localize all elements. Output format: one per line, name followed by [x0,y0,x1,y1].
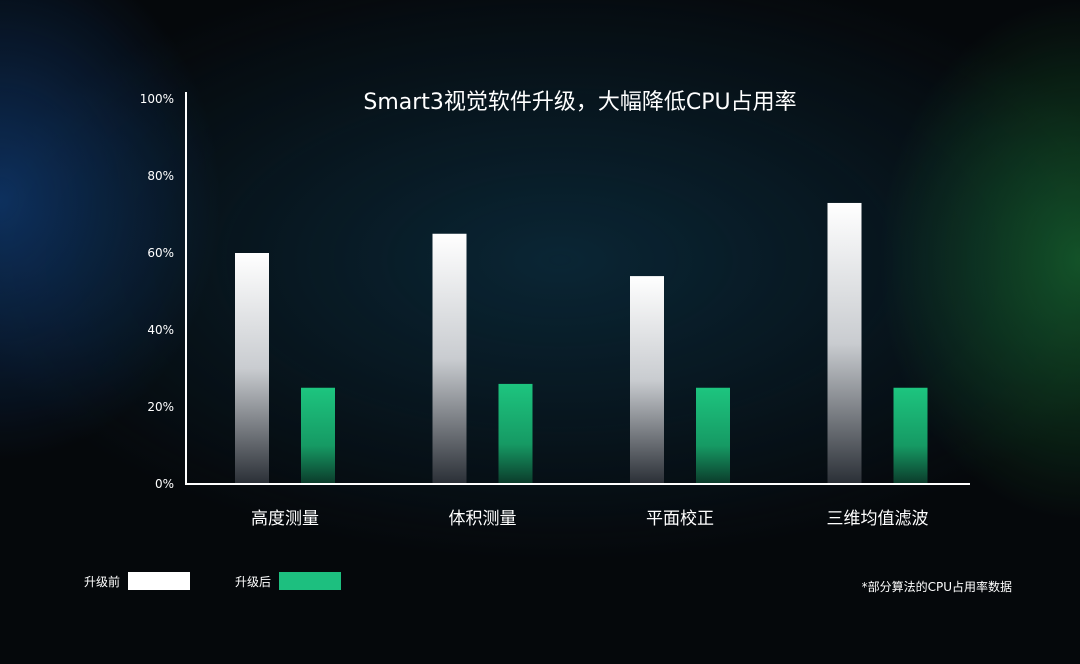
legend-swatch [128,572,191,590]
legend-label: 升级前 [84,574,121,589]
legend-item-before: 升级前 [84,572,191,590]
bar-before [432,233,467,484]
bar-after [893,387,928,484]
chart-title: Smart3视觉软件升级，大幅降低CPU占用率 [363,90,797,115]
x-tick-label: 三维均值滤波 [827,509,929,529]
y-tick-label: 100% [140,92,174,106]
bar-after [696,387,730,484]
y-tick-label: 40% [147,323,174,337]
bar-after [498,383,533,484]
bar-after [301,387,335,484]
legend-label: 升级后 [235,574,272,589]
y-tick-label: 20% [147,400,174,414]
footnote: *部分算法的CPU占用率数据 [861,580,1012,594]
y-tick-label: 0% [155,477,174,491]
bar-before [235,253,269,484]
y-tick-label: 80% [147,169,174,183]
bar-before [827,202,862,484]
legend-item-after: 升级后 [235,572,342,590]
x-tick-label: 体积测量 [449,509,517,529]
x-tick-label: 高度测量 [251,509,319,529]
bar-before [630,276,664,484]
x-tick-label: 平面校正 [646,509,714,529]
y-tick-label: 60% [147,246,174,260]
legend-swatch [279,572,342,590]
